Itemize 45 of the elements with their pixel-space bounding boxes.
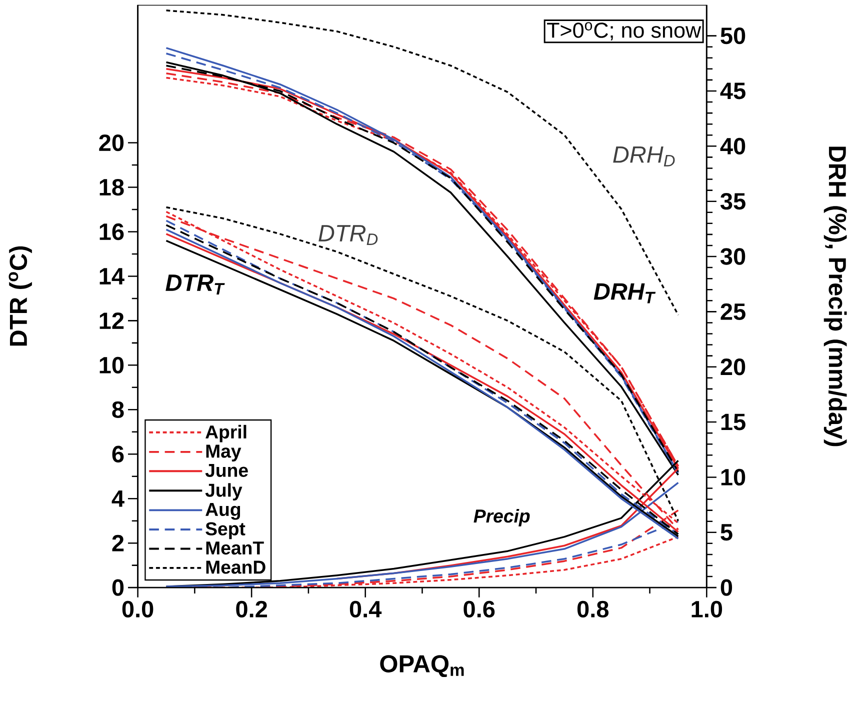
- y-tick-label: 14: [100, 268, 124, 285]
- y-tick-label: 4: [112, 490, 124, 507]
- legend-label: July: [205, 483, 242, 501]
- x-axis-title: OPAQ$_{m}$: [380, 655, 464, 678]
- y-axis-title: DTR ($^{o}$C): [8, 246, 32, 346]
- y2-tick-label: 40: [720, 138, 746, 155]
- y-tick-label: 0: [112, 579, 124, 596]
- legend-label: April: [206, 425, 246, 442]
- x-tick-label: 0.2: [236, 601, 267, 618]
- y-tick-label: 8: [112, 402, 124, 418]
- y2-axis-title: DRH (%), Precip (mm/day): [824, 146, 847, 446]
- y2-tick-label: 50: [720, 28, 746, 44]
- legend-label: Sept: [206, 522, 246, 540]
- y2-tick-label: 20: [720, 358, 746, 376]
- legend-label: MeanT: [206, 542, 264, 555]
- y2-tick-label: 25: [720, 304, 746, 320]
- x-tick-label: 0.0: [122, 601, 154, 618]
- y-tick-label: 2: [112, 535, 124, 552]
- y-tick-label: 18: [100, 179, 124, 196]
- annotation: DRH$_{T}$: [594, 284, 656, 304]
- y-tick-label: 6: [112, 446, 124, 463]
- y2-tick-label: 15: [721, 414, 746, 430]
- legend-label: June: [205, 464, 248, 478]
- legend-label: May: [206, 444, 242, 462]
- y-tick-label: 10: [100, 357, 124, 374]
- y2-tick-label: 5: [720, 524, 732, 541]
- legend-label: Aug: [206, 503, 240, 520]
- x-tick-label: 0.6: [464, 601, 495, 618]
- y2-tick-label: 30: [720, 248, 746, 266]
- y2-tick-label: 45: [720, 82, 746, 100]
- annotation: DRH$_{D}$: [613, 146, 675, 167]
- legend-label: MeanD: [206, 561, 266, 574]
- y2-tick-label: 0: [720, 579, 732, 596]
- annotation: DTR$_{T}$: [166, 274, 225, 295]
- y2-tick-label: 10: [721, 469, 746, 486]
- annotation: Precip: [474, 509, 530, 527]
- y-tick-label: 20: [99, 134, 124, 152]
- annotation: T>0$^{o}$C; no snow: [547, 22, 702, 41]
- y2-tick-label: 35: [720, 193, 746, 210]
- y-tick-label: 16: [100, 224, 124, 240]
- x-tick-label: 0.4: [350, 601, 382, 618]
- y-tick-label: 12: [100, 312, 124, 330]
- x-tick-label: 1.0: [692, 601, 722, 618]
- annotation: DTR$_{D}$: [318, 225, 378, 246]
- x-tick-label: 0.8: [577, 601, 609, 618]
